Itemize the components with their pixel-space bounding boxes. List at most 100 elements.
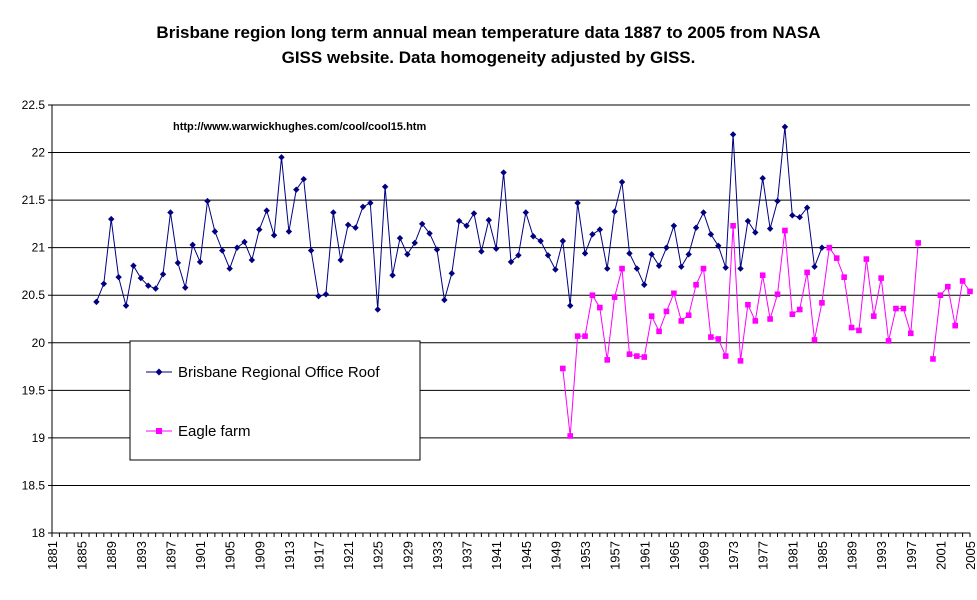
data-point bbox=[648, 251, 655, 258]
data-point bbox=[293, 186, 300, 193]
data-point bbox=[167, 209, 174, 216]
data-point bbox=[515, 252, 522, 259]
legend-label-eagle-farm: Eagle farm bbox=[178, 423, 251, 440]
data-point bbox=[574, 199, 581, 207]
data-point bbox=[115, 273, 122, 281]
data-point bbox=[485, 216, 492, 224]
data-point bbox=[634, 353, 640, 359]
data-point bbox=[848, 324, 855, 331]
data-point bbox=[715, 336, 722, 342]
data-point bbox=[211, 228, 219, 235]
legend-box bbox=[129, 340, 421, 461]
data-point bbox=[196, 258, 204, 266]
y-tick-label: 22 bbox=[32, 146, 46, 160]
data-point bbox=[596, 226, 604, 233]
data-point bbox=[381, 183, 389, 190]
data-point bbox=[803, 204, 811, 211]
x-tick-label: 1957 bbox=[608, 541, 623, 570]
data-point bbox=[152, 285, 159, 292]
data-point bbox=[426, 230, 433, 237]
data-point bbox=[678, 263, 685, 270]
x-tick-label: 1921 bbox=[341, 541, 356, 570]
y-tick-label: 20 bbox=[32, 336, 46, 350]
y-tick-label: 21.5 bbox=[22, 193, 46, 207]
data-point bbox=[870, 313, 877, 319]
x-tick-label: 1969 bbox=[696, 541, 711, 570]
data-point bbox=[626, 351, 633, 357]
x-tick-label: 2001 bbox=[933, 541, 948, 570]
y-tick-label: 19 bbox=[32, 431, 46, 445]
data-point bbox=[930, 356, 936, 362]
data-point bbox=[130, 262, 137, 269]
x-tick-label: 1973 bbox=[726, 541, 741, 570]
data-point bbox=[796, 214, 803, 221]
data-point bbox=[433, 246, 441, 253]
data-point bbox=[796, 306, 803, 313]
data-point bbox=[204, 197, 211, 205]
data-point bbox=[537, 237, 544, 245]
data-point bbox=[226, 265, 233, 272]
data-point bbox=[182, 284, 189, 291]
x-tick-label: 1993 bbox=[874, 541, 889, 570]
data-point bbox=[663, 244, 670, 251]
data-point bbox=[374, 306, 381, 313]
url-annotation: http://www.warwickhughes.com/cool/cool15… bbox=[173, 121, 426, 133]
data-point bbox=[730, 222, 736, 229]
data-point bbox=[863, 256, 870, 262]
data-point bbox=[604, 265, 611, 272]
x-tick-label: 1933 bbox=[430, 541, 445, 570]
data-point bbox=[100, 280, 108, 288]
x-tick-label: 1905 bbox=[223, 541, 238, 570]
data-point bbox=[219, 247, 226, 254]
data-point bbox=[159, 271, 167, 278]
data-point bbox=[907, 330, 914, 337]
data-point bbox=[418, 220, 426, 228]
data-point bbox=[759, 272, 766, 279]
data-point bbox=[285, 228, 293, 235]
data-point bbox=[470, 210, 478, 217]
x-tick-label: 1909 bbox=[252, 541, 267, 570]
chart-title: Brisbane region long term annual mean te… bbox=[0, 20, 977, 70]
x-tick-label: 1893 bbox=[134, 541, 149, 570]
x-tick-label: 1977 bbox=[756, 541, 771, 570]
x-tick-label: 1929 bbox=[400, 541, 415, 570]
x-tick-label: 1985 bbox=[815, 541, 830, 570]
y-tick-label: 18.5 bbox=[22, 478, 46, 492]
data-point bbox=[589, 231, 596, 238]
data-point bbox=[344, 221, 352, 229]
data-point bbox=[404, 251, 411, 258]
data-point bbox=[745, 301, 751, 308]
data-point bbox=[774, 291, 781, 298]
data-point bbox=[478, 248, 485, 255]
data-point bbox=[952, 322, 958, 329]
data-point bbox=[759, 175, 766, 182]
data-point bbox=[655, 262, 663, 269]
data-point bbox=[722, 353, 729, 359]
x-tick-label: 1889 bbox=[104, 541, 119, 570]
data-point bbox=[811, 337, 818, 343]
data-point bbox=[663, 308, 670, 315]
data-point bbox=[589, 292, 596, 299]
data-point bbox=[581, 250, 589, 257]
x-tick-label: 1965 bbox=[667, 541, 682, 570]
data-point bbox=[804, 269, 810, 276]
data-point bbox=[611, 294, 618, 300]
data-point bbox=[122, 302, 130, 309]
x-tick-label: 1917 bbox=[312, 541, 327, 570]
data-point bbox=[937, 292, 944, 299]
data-point bbox=[641, 354, 648, 360]
data-point bbox=[656, 328, 662, 335]
data-point bbox=[811, 263, 818, 270]
y-tick-label: 21 bbox=[32, 241, 46, 255]
data-point bbox=[330, 209, 337, 216]
data-point bbox=[270, 232, 278, 239]
data-point bbox=[559, 237, 567, 245]
x-tick-label: 1997 bbox=[904, 541, 919, 570]
legend-label-brisbane: Brisbane Regional Office Roof bbox=[178, 364, 380, 381]
data-point bbox=[671, 290, 677, 297]
data-point bbox=[767, 316, 773, 322]
data-point bbox=[307, 247, 315, 254]
data-point bbox=[729, 131, 737, 138]
data-point bbox=[752, 229, 759, 236]
data-point bbox=[448, 270, 455, 277]
